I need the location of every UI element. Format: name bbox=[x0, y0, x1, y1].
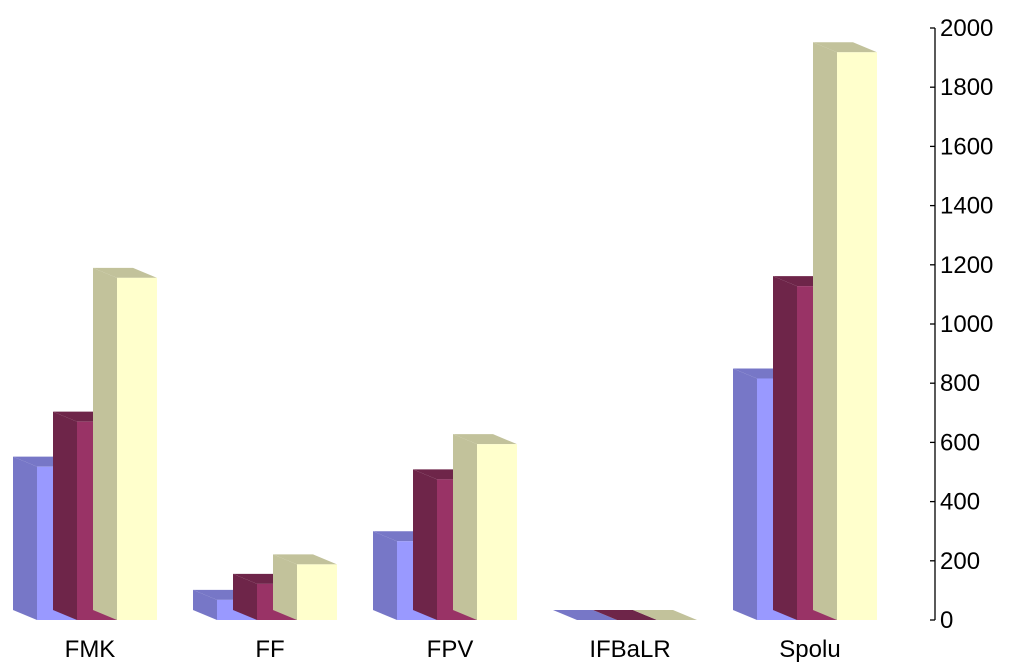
bar-Spolu-s3 bbox=[813, 42, 877, 621]
y-tick-label-0: 0 bbox=[940, 607, 953, 634]
bar-top-face bbox=[633, 610, 697, 620]
bar-side-face bbox=[413, 469, 437, 620]
bar-side-face bbox=[13, 456, 37, 620]
bar-side-face bbox=[273, 554, 297, 620]
bar-front-face bbox=[477, 444, 517, 620]
bar-top-face bbox=[553, 610, 617, 620]
bar-side-face bbox=[93, 267, 117, 620]
y-tick-label-2000: 2000 bbox=[940, 15, 993, 42]
bar-top-face bbox=[593, 610, 657, 620]
y-tick-label-200: 200 bbox=[940, 548, 980, 575]
bar-FF-s3 bbox=[273, 554, 337, 620]
x-label-FF: FF bbox=[255, 636, 284, 663]
bar-FMK-s3 bbox=[93, 267, 157, 620]
y-tick-label-1000: 1000 bbox=[940, 311, 993, 338]
bars-layer bbox=[13, 42, 877, 621]
bar-front-face bbox=[837, 52, 877, 621]
x-axis-labels: FMK FF FPV IFBaLR Spolu bbox=[65, 636, 841, 663]
y-tick-label-1800: 1800 bbox=[940, 74, 993, 101]
y-tick-label-1600: 1600 bbox=[940, 133, 993, 160]
y-axis: 0 200 400 600 800 1000 1200 1400 1600 1800 2000 bbox=[930, 15, 993, 634]
y-tick-label-800: 800 bbox=[940, 370, 980, 397]
bar-front-face bbox=[117, 277, 157, 620]
bar-IFBaLR-s3 bbox=[633, 610, 697, 620]
bar-top-face bbox=[93, 267, 157, 278]
bar-front-face bbox=[297, 564, 337, 620]
bar-side-face bbox=[53, 411, 77, 620]
bar-side-face bbox=[193, 589, 217, 620]
x-label-FMK: FMK bbox=[65, 636, 116, 663]
bar-FPV-s3 bbox=[453, 434, 517, 620]
bar-side-face bbox=[453, 434, 477, 620]
y-tick-label-1400: 1400 bbox=[940, 193, 993, 220]
bar-top-face bbox=[813, 42, 877, 53]
bar-side-face bbox=[233, 573, 257, 620]
bar-side-face bbox=[813, 42, 837, 621]
x-label-IFBaLR: IFBaLR bbox=[589, 636, 670, 663]
bar-top-face bbox=[453, 434, 517, 445]
y-tick-label-400: 400 bbox=[940, 489, 980, 516]
y-tick-label-1200: 1200 bbox=[940, 252, 993, 279]
bar-side-face bbox=[373, 531, 397, 620]
bar-side-face bbox=[733, 368, 757, 620]
x-label-FPV: FPV bbox=[427, 636, 474, 663]
bar-IFBaLR-s1 bbox=[553, 610, 617, 620]
x-label-Spolu: Spolu bbox=[779, 636, 840, 663]
bar-top-face bbox=[273, 554, 337, 565]
bar-IFBaLR-s2 bbox=[593, 610, 657, 620]
bar-side-face bbox=[773, 276, 797, 620]
y-tick-label-600: 600 bbox=[940, 429, 980, 456]
